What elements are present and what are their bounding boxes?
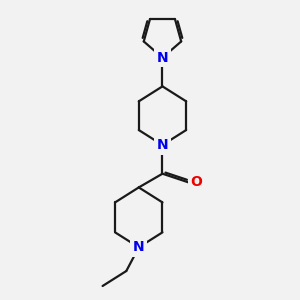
Text: N: N — [133, 240, 145, 254]
Text: O: O — [191, 176, 203, 189]
Text: N: N — [157, 51, 168, 65]
Text: N: N — [157, 138, 168, 152]
